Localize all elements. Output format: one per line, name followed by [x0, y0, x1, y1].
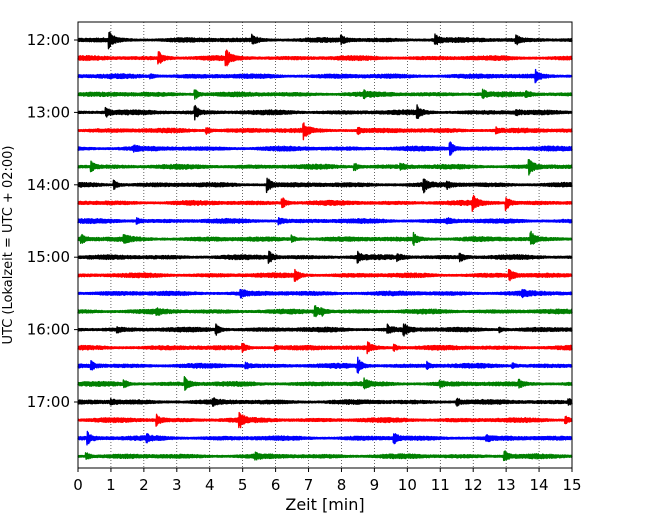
- x-tick-label: 4: [205, 476, 215, 494]
- x-axis-ticks: 0 1 2 3 4 5 6 7 8 9 10 11 12 13 14 15: [73, 468, 582, 494]
- x-tick-label: 6: [271, 476, 281, 494]
- traces: [77, 31, 573, 462]
- seismogram-trace: [77, 268, 573, 282]
- x-tick-label: 1: [106, 476, 116, 494]
- x-tick-label: 5: [238, 476, 248, 494]
- seismogram-trace: [77, 450, 573, 462]
- seismogram-trace: [77, 288, 573, 299]
- seismogram-trace: [77, 122, 573, 141]
- x-tick-label: 10: [398, 476, 417, 494]
- y-tick-label: 16:00: [27, 321, 70, 339]
- seismogram-trace: [77, 305, 573, 318]
- seismogram-trace: [77, 411, 573, 429]
- seismogram-trace: [77, 356, 573, 374]
- x-tick-label: 15: [562, 476, 581, 494]
- y-tick-label: 17:00: [27, 393, 70, 411]
- plot-frame: [77, 21, 573, 469]
- seismogram-trace: [77, 341, 573, 355]
- x-axis-label: Zeit [min]: [285, 495, 364, 514]
- seismogram-trace: [77, 31, 573, 50]
- seismogram-trace: [77, 230, 573, 247]
- seismogram-trace: [77, 68, 573, 84]
- x-tick-label: 2: [139, 476, 149, 494]
- seismogram-trace: [77, 194, 573, 212]
- seismogram-trace: [77, 177, 573, 194]
- grid-lines: [110, 22, 540, 468]
- x-tick-label: 0: [73, 476, 83, 494]
- x-tick-label: 9: [370, 476, 380, 494]
- x-tick-label: 8: [337, 476, 347, 494]
- seismogram-trace: [77, 397, 573, 407]
- x-tick-label: 12: [464, 476, 483, 494]
- seismogram-trace: [77, 104, 573, 121]
- y-tick-label: 15:00: [27, 248, 70, 266]
- seismogram-trace: [77, 430, 573, 446]
- y-tick-label: 12:00: [27, 31, 70, 49]
- y-axis-ticks: 12:00 13:00 14:00 15:00 16:00 17:00: [27, 31, 78, 411]
- x-tick-label: 13: [497, 476, 516, 494]
- seismogram-trace: [77, 376, 573, 391]
- y-axis-label: UTC (Lokalzeit = UTC + 02:00): [1, 146, 16, 345]
- seismogram-trace: [77, 323, 573, 337]
- seismogram-trace: [77, 159, 573, 176]
- x-tick-label: 11: [431, 476, 450, 494]
- seismogram-trace: [77, 49, 573, 67]
- seismogram-trace: [77, 88, 573, 100]
- x-tick-label: 7: [304, 476, 314, 494]
- x-tick-label: 3: [172, 476, 182, 494]
- seismogram-trace: [77, 216, 573, 226]
- y-tick-label: 13:00: [27, 103, 70, 121]
- x-tick-label: 14: [530, 476, 549, 494]
- seismogram-trace: [77, 250, 573, 264]
- seismogram-trace: [77, 141, 573, 156]
- y-tick-label: 14:00: [27, 176, 70, 194]
